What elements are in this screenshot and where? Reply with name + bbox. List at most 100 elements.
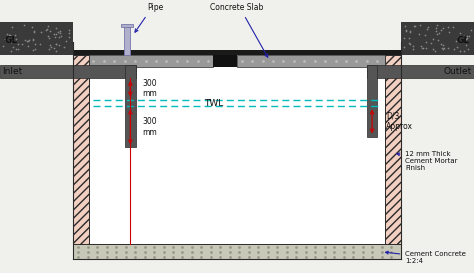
Point — [8, 38, 16, 42]
Bar — [213, 55, 237, 67]
Point — [14, 42, 22, 46]
Point — [29, 37, 36, 41]
Point — [29, 38, 37, 42]
Point — [415, 32, 422, 36]
Point — [25, 37, 33, 42]
Point — [467, 28, 474, 33]
Point — [12, 37, 20, 41]
Point — [60, 45, 68, 49]
Point — [401, 23, 409, 28]
Point — [464, 36, 471, 40]
Point — [47, 42, 55, 47]
Point — [65, 31, 73, 35]
Point — [51, 32, 58, 36]
Point — [410, 24, 418, 29]
Point — [449, 24, 456, 29]
Point — [29, 48, 36, 52]
Point — [433, 23, 440, 28]
Point — [56, 31, 64, 35]
Point — [451, 47, 458, 51]
Point — [428, 41, 435, 45]
Point — [31, 30, 38, 34]
Bar — [0, 65, 136, 78]
Point — [465, 47, 472, 51]
Point — [0, 44, 7, 49]
Point — [8, 49, 15, 53]
Point — [56, 28, 64, 33]
Text: D/3
Approx: D/3 Approx — [386, 112, 413, 131]
Bar — [367, 65, 377, 136]
Point — [407, 41, 414, 46]
Point — [62, 38, 70, 43]
Bar — [0, 22, 73, 55]
Point — [438, 46, 446, 50]
Point — [405, 41, 412, 46]
Point — [411, 24, 419, 28]
Bar — [367, 65, 474, 78]
Bar — [73, 55, 89, 259]
Point — [402, 29, 410, 33]
Point — [465, 33, 473, 38]
Point — [3, 32, 10, 36]
Point — [36, 42, 44, 46]
Point — [464, 33, 471, 38]
Point — [440, 46, 447, 50]
Text: 300
mm: 300 mm — [142, 117, 157, 137]
Point — [453, 44, 460, 49]
Point — [11, 32, 19, 37]
Point — [425, 25, 432, 29]
Point — [20, 23, 27, 28]
Point — [429, 37, 437, 41]
Text: GL: GL — [456, 37, 469, 45]
Point — [439, 25, 447, 30]
Point — [418, 43, 425, 48]
Point — [433, 28, 440, 33]
Point — [445, 29, 453, 34]
Point — [65, 35, 73, 39]
Point — [462, 36, 470, 41]
Point — [435, 38, 442, 43]
Point — [463, 43, 470, 48]
Point — [421, 32, 428, 37]
Point — [437, 42, 445, 46]
Point — [42, 28, 50, 33]
Point — [461, 34, 468, 38]
Point — [432, 49, 439, 54]
Point — [31, 41, 38, 46]
Point — [409, 47, 417, 52]
Point — [52, 49, 60, 54]
Point — [8, 25, 16, 29]
Point — [8, 40, 15, 44]
Point — [14, 46, 22, 51]
Point — [50, 46, 57, 50]
Point — [12, 47, 19, 52]
Point — [439, 43, 447, 47]
Point — [432, 26, 440, 30]
Point — [407, 30, 414, 34]
Text: TWL: TWL — [204, 99, 224, 108]
Point — [44, 34, 52, 38]
Point — [1, 37, 9, 41]
Point — [419, 46, 427, 50]
Point — [52, 26, 60, 31]
Point — [460, 49, 468, 54]
Text: 50 mm Ventilation
Pipe: 50 mm Ventilation Pipe — [120, 0, 191, 32]
Point — [21, 37, 28, 42]
Point — [439, 46, 447, 51]
Text: Inlet: Inlet — [2, 67, 23, 76]
Bar — [125, 65, 136, 147]
Point — [401, 45, 408, 49]
Point — [47, 45, 55, 49]
Point — [55, 43, 63, 48]
Point — [433, 32, 441, 36]
Text: www.civillead.com: www.civillead.com — [179, 171, 295, 184]
Point — [46, 36, 53, 40]
Point — [401, 36, 408, 40]
Point — [445, 46, 452, 51]
Point — [18, 42, 26, 47]
Point — [7, 32, 14, 37]
Bar — [73, 244, 401, 259]
Point — [24, 44, 32, 48]
Text: GL: GL — [5, 37, 18, 45]
Bar — [385, 55, 401, 259]
